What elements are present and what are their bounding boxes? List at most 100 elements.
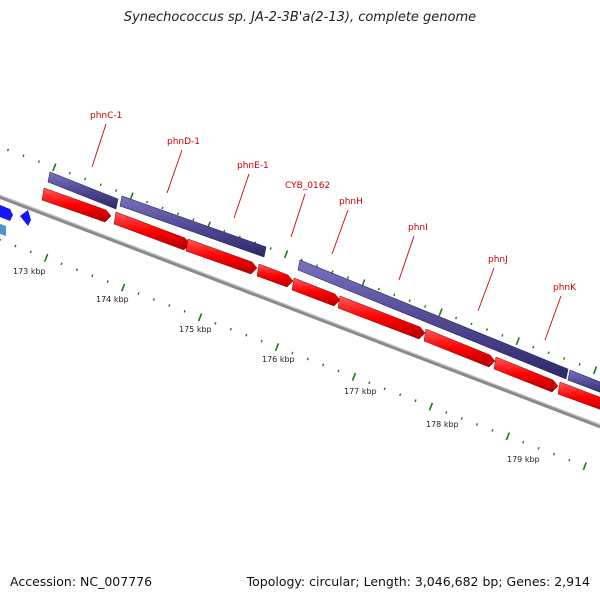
scale-label-173: 173 kbp [13,267,46,276]
inner-major-tick [351,372,357,381]
gene-red-3 [185,238,258,275]
inner-major-tick [428,402,434,411]
scale-label-177: 177 kbp [344,387,377,396]
outer-minor-tick [424,305,427,308]
outer-minor-tick [37,160,40,163]
inner-minor-tick [383,387,386,391]
outer-minor-tick [192,218,195,221]
inner-minor-tick [152,298,155,301]
gene-red-7 [423,328,496,368]
inner-minor-tick [245,333,248,337]
scale-label-176: 176 kbp [262,355,295,364]
outer-major-tick [52,163,57,172]
gene-phnK-purple [567,369,600,393]
outer-major-tick [592,366,598,375]
inner-minor-tick [475,423,479,426]
inner-minor-tick [537,446,540,450]
gene-red-5 [291,277,341,307]
leader-phnE-1 [233,173,250,219]
inner-minor-tick [183,310,186,313]
outer-minor-tick [578,362,581,366]
gene-red-8 [493,356,559,393]
inner-major-tick [43,253,49,262]
leader-phnC-1 [91,123,107,168]
inner-minor-tick [445,411,448,414]
outer-minor-tick [145,200,149,204]
outer-minor-tick [331,270,334,274]
gene-label-phnE-1: phnE-1 [237,161,269,171]
outer-ticks [6,148,598,375]
inner-minor-tick [568,458,571,462]
outer-minor-tick [115,189,118,192]
outer-major-tick [438,308,443,317]
inner-minor-tick [260,339,263,343]
inner-minor-tick [29,250,32,254]
outer-minor-tick [408,299,411,303]
reverse-strand-genes [41,187,600,410]
outer-minor-tick [99,183,102,187]
leader-phnH [331,209,349,255]
gene-blue-small [20,210,31,226]
inner-major-tick [274,343,280,352]
outer-major-tick [515,337,520,346]
inner-minor-tick [229,327,232,331]
gene-red-1 [41,187,112,223]
topology-text: Topology: circular; Length: 3,046,682 bp… [246,574,590,589]
label-leaders [91,123,562,341]
accession-text: Accession: NC_007776 [10,574,153,589]
scale-label-178: 178 kbp [426,420,459,429]
inner-minor-tick [91,274,94,278]
leader-phnJ [477,267,495,312]
gene-label-phnD-1: phnD-1 [167,137,200,147]
inner-minor-tick [306,357,309,361]
outer-minor-tick [68,171,71,175]
outer-minor-tick [22,154,25,158]
outer-minor-tick [6,148,10,152]
inner-minor-tick [106,280,109,284]
outer-minor-tick [393,293,396,297]
outer-minor-tick [485,328,489,331]
gene-red-4 [256,263,294,288]
inner-minor-tick [460,417,463,420]
leader-CYB_0162 [290,193,306,238]
outer-minor-tick [547,351,550,355]
inner-minor-tick [322,363,325,367]
gene-label-phnJ: phnJ [488,255,508,265]
gene-label-phnI: phnI [408,223,428,233]
inner-major-tick [582,462,587,471]
gene-blue-left [0,205,13,221]
inner-major-tick [120,283,126,292]
outer-minor-tick [269,247,272,250]
outer-minor-tick [346,276,349,279]
inner-minor-tick [552,452,556,456]
leader-phnK [544,295,562,341]
inner-minor-tick [522,440,525,444]
backbone-highlight [0,194,600,426]
leader-phnI [398,235,415,281]
outer-minor-tick [161,206,164,210]
gene-labels: phnC-1 phnD-1 phnE-1 CYB_0162 phnH phnI … [90,111,577,293]
inner-minor-tick [368,381,371,385]
inner-minor-tick [291,351,294,355]
gene-label-phnC-1: phnC-1 [90,111,122,121]
outer-minor-tick [176,212,180,216]
outer-minor-tick [454,316,458,320]
scale-labels: 173 kbp 174 kbp 175 kbp 176 kbp 177 kbp … [13,267,540,464]
inner-minor-tick [14,244,17,248]
outer-minor-tick [563,357,566,360]
inner-major-tick [197,313,203,322]
inner-minor-tick [168,304,171,307]
outer-minor-tick [470,322,473,326]
outer-minor-tick [84,177,87,181]
scale-label-179: 179 kbp [507,455,540,464]
genome-backbone [0,194,600,429]
map-title: Synechococcus sp. JA-2-3B'a(2-13), compl… [123,10,477,25]
scale-label-175: 175 kbp [179,325,212,334]
inner-minor-tick [491,429,494,432]
gene-label-phnH: phnH [339,197,363,207]
outer-major-tick [283,250,289,259]
outer-minor-tick [377,287,380,291]
inner-minor-tick [137,292,140,295]
inner-ticks [0,238,587,471]
inner-minor-tick [214,321,217,325]
